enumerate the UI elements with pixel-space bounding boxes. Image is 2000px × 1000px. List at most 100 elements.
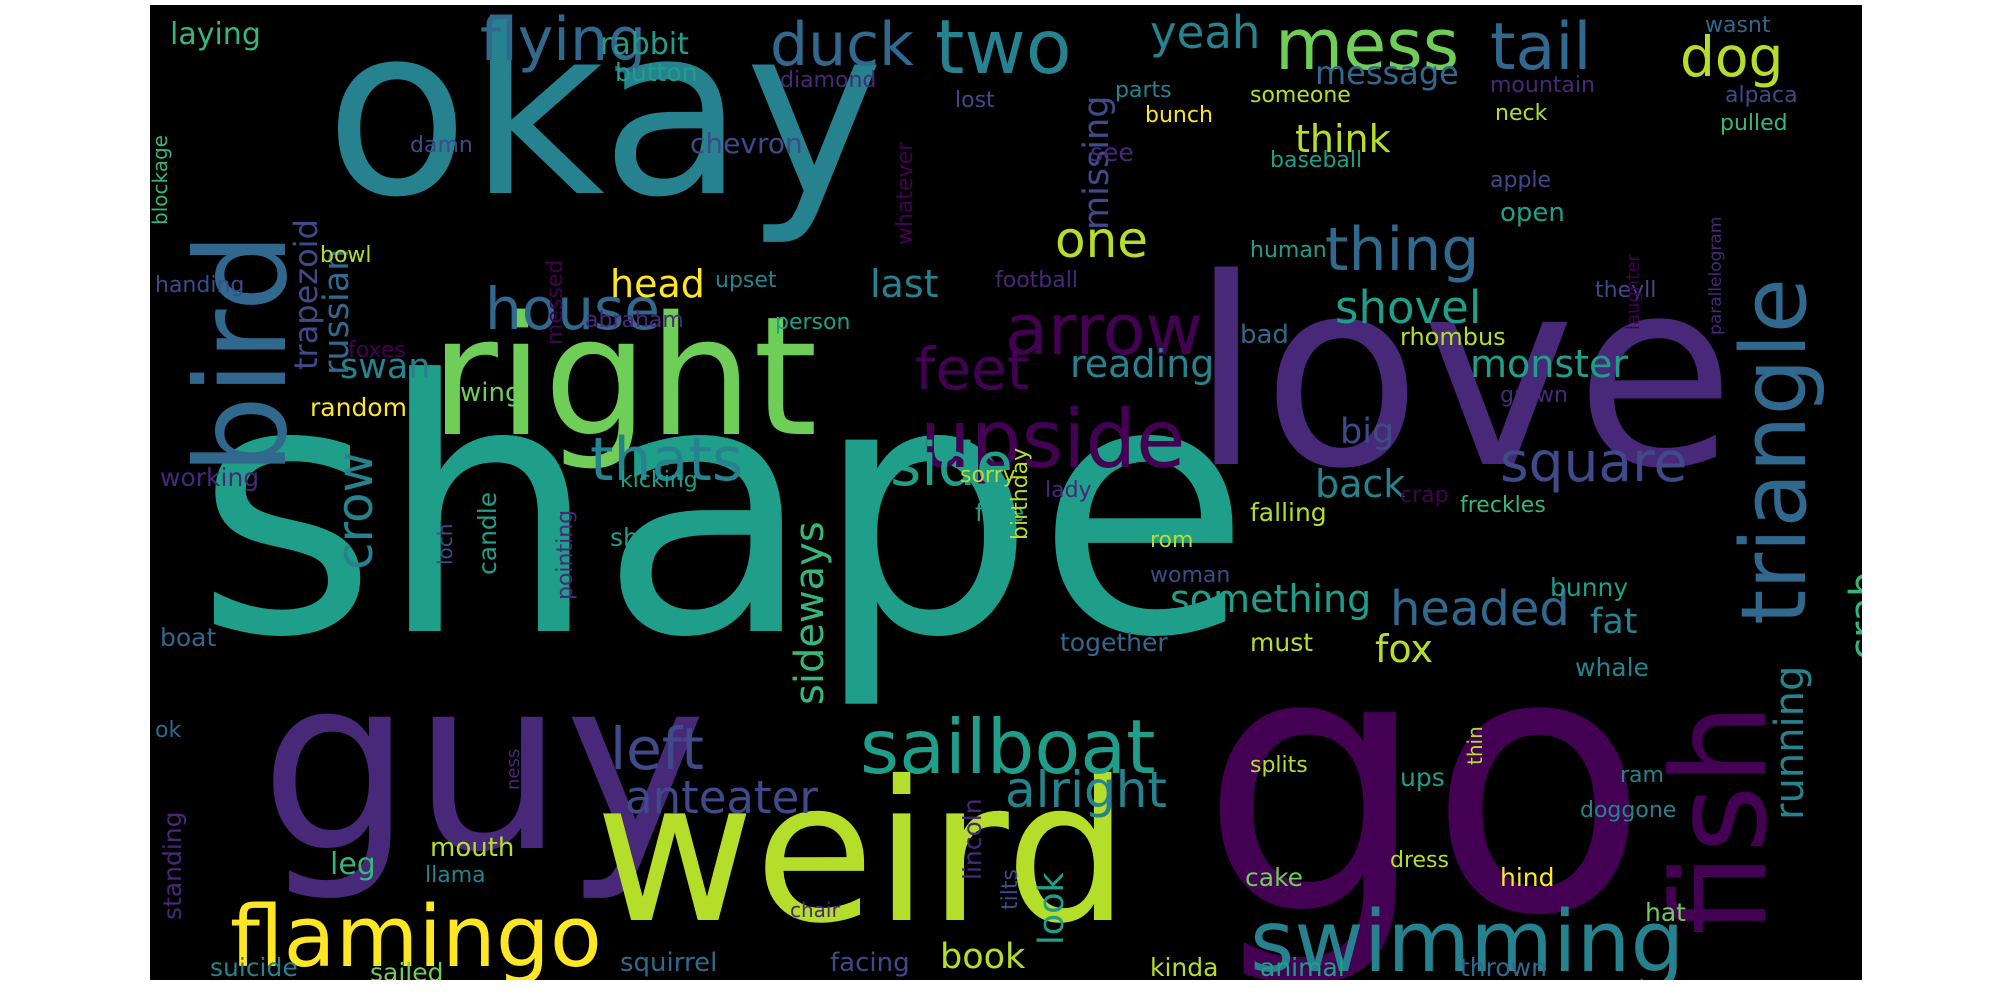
cloud-word-bunny: bunny <box>1550 573 1629 602</box>
cloud-word-yeah: yeah <box>1150 6 1261 59</box>
cloud-word-dog: dog <box>1680 25 1784 89</box>
cloud-word-big: big <box>1340 412 1395 452</box>
cloud-word-standing: standing <box>158 811 187 920</box>
cloud-word-reading: reading <box>1070 342 1215 386</box>
cloud-word-love: love <box>1190 224 1736 526</box>
cloud-word-something: something <box>1170 577 1372 621</box>
cloud-word-weird: weird <box>595 739 1130 966</box>
cloud-word-squirrel: squirrel <box>620 948 718 978</box>
cloud-word-back: back <box>1315 462 1406 506</box>
cloud-word-cake: cake <box>1245 863 1304 892</box>
cloud-word-look: look <box>1032 872 1072 945</box>
cloud-word-sideways: sideways <box>787 521 833 705</box>
cloud-word-one: one <box>1055 211 1149 269</box>
cloud-word-football: football <box>995 268 1078 293</box>
cloud-word-pulled: pulled <box>1720 111 1788 136</box>
cloud-word-go: go <box>1200 575 1649 980</box>
cloud-word-ok: ok <box>155 718 182 743</box>
cloud-word-triangle: triangle <box>1722 278 1827 625</box>
cloud-word-monster: monster <box>1470 342 1629 386</box>
cloud-word-laughter: laughter <box>1623 254 1644 330</box>
cloud-word-tilts: tilts <box>998 869 1023 910</box>
cloud-word-apple: apple <box>1490 168 1552 193</box>
cloud-word-messed: messed <box>543 259 568 345</box>
cloud-word-whale: whale <box>1575 653 1649 682</box>
cloud-word-rhombus: rhombus <box>1400 323 1506 351</box>
cloud-word-book: book <box>940 937 1026 977</box>
cloud-word-person: person <box>775 310 851 335</box>
cloud-word-foxes: foxes <box>348 338 406 363</box>
cloud-word-freckles: freckles <box>1460 493 1546 518</box>
cloud-word-see: see <box>1090 138 1134 167</box>
cloud-word-left: left <box>610 715 704 783</box>
cloud-word-birthday: birthday <box>1008 447 1033 540</box>
cloud-word-upset: upset <box>715 268 777 293</box>
cloud-word-head: head <box>610 262 705 306</box>
cloud-word-button: button <box>615 58 698 87</box>
cloud-word-swimming: swimming <box>1250 893 1685 980</box>
cloud-word-splits: splits <box>1250 753 1308 778</box>
cloud-word-kicking: kicking <box>620 468 698 493</box>
cloud-word-animal: animal <box>1260 953 1345 980</box>
cloud-word-wasnt: wasnt <box>1705 13 1771 38</box>
cloud-word-human: human <box>1250 238 1327 263</box>
cloud-word-thrown: thrown <box>1460 953 1547 980</box>
cloud-word-think: think <box>1295 117 1391 161</box>
cloud-word-crow: crow <box>326 451 384 570</box>
cloud-word-guy: guy <box>260 625 707 905</box>
cloud-word-hind: hind <box>1500 863 1555 892</box>
cloud-word-bad: bad <box>1240 320 1289 350</box>
cloud-word-fox: fox <box>1375 627 1433 671</box>
cloud-word-laying: laying <box>170 17 261 52</box>
cloud-word-llama: llama <box>425 863 486 888</box>
cloud-word-flying: flying <box>480 5 647 75</box>
cloud-word-house: house <box>485 275 660 343</box>
cloud-word-rom: rom <box>1150 528 1194 553</box>
cloud-word-hat: hat <box>1645 898 1686 927</box>
cloud-word-leg: leg <box>330 847 376 882</box>
cloud-word-together: together <box>1060 628 1168 657</box>
cloud-word-thin: thin <box>1463 726 1487 765</box>
cloud-word-diamond: diamond <box>780 68 877 93</box>
cloud-word-okay: okay <box>325 5 884 249</box>
cloud-word-chevron: chevron <box>690 127 803 160</box>
cloud-word-sorry: sorry <box>960 463 1016 488</box>
cloud-word-random: random <box>310 393 407 422</box>
cloud-word-lincoln: lincoln <box>958 798 987 880</box>
cloud-word-crap: crap <box>1400 483 1449 508</box>
cloud-word-shape: shape <box>195 306 1252 714</box>
cloud-word-shovel: shovel <box>1335 281 1482 334</box>
cloud-word-mouth: mouth <box>430 833 515 863</box>
cloud-word-last: last <box>870 262 939 306</box>
cloud-word-working: working <box>160 463 260 492</box>
cloud-word-dress: dress <box>1390 848 1449 873</box>
cloud-word-chair: chair <box>790 898 840 922</box>
cloud-word-trapezoid: trapezoid <box>287 219 325 370</box>
cloud-word-anteater: anteater <box>625 771 818 824</box>
cloud-word-crab: crab <box>1842 571 1862 660</box>
cloud-word-loch: loch <box>433 523 457 565</box>
cloud-word-free: free <box>975 498 1025 527</box>
cloud-word-lost: lost <box>955 88 995 113</box>
cloud-word-theyll: theyll <box>1595 278 1657 303</box>
cloud-word-rabbit: rabbit <box>600 27 689 62</box>
cloud-word-someone: someone <box>1250 83 1351 108</box>
cloud-word-damn: damn <box>410 133 473 158</box>
cloud-word-upside: upside <box>920 393 1186 486</box>
cloud-word-abraham: abraham <box>585 308 684 333</box>
cloud-word-doggone: doggone <box>1580 798 1677 823</box>
cloud-word-ram: ram <box>1620 763 1664 788</box>
cloud-word-thing: thing <box>1325 215 1480 285</box>
cloud-word-grown: grown <box>1500 383 1568 408</box>
cloud-word-facing: facing <box>830 948 910 978</box>
cloud-word-tail: tail <box>1490 10 1592 85</box>
cloud-word-mountain: mountain <box>1490 73 1595 98</box>
cloud-word-whatever: whatever <box>893 141 918 245</box>
cloud-word-arrow: arrow <box>1005 289 1203 371</box>
cloud-word-woman: woman <box>1150 563 1231 588</box>
cloud-word-running: running <box>1767 665 1813 820</box>
cloud-word-bowl: bowl <box>320 243 372 268</box>
cloud-word-headed: headed <box>1390 581 1570 637</box>
cloud-word-thats: thats <box>590 425 744 495</box>
cloud-word-alright: alright <box>1005 761 1168 819</box>
